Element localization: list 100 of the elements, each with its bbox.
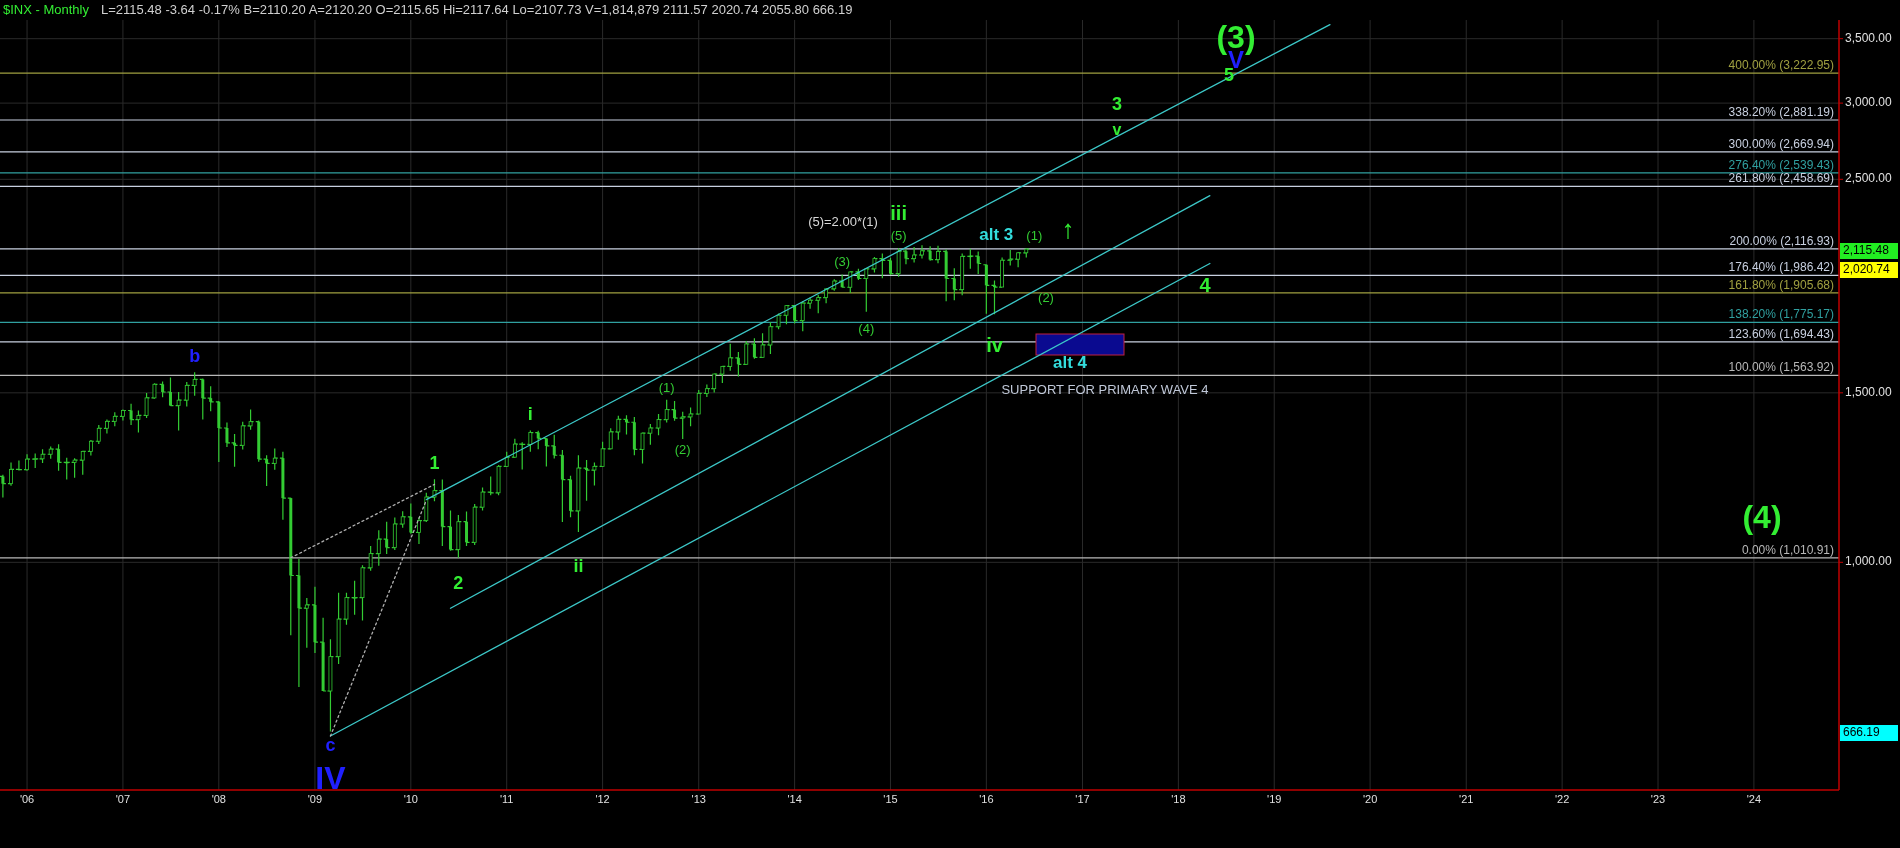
candlestick xyxy=(336,592,341,665)
candlestick xyxy=(640,431,645,464)
text: 666.19 xyxy=(1843,725,1881,740)
candlestick xyxy=(313,586,317,654)
candlestick xyxy=(912,246,917,264)
x-tick-label: '08 xyxy=(211,793,226,805)
candlestick xyxy=(760,332,765,358)
annotation: (5) xyxy=(890,227,907,243)
candlestick xyxy=(896,247,901,278)
x-tick-label: '14 xyxy=(787,793,802,805)
annotation: c xyxy=(325,735,336,756)
candlestick xyxy=(48,445,53,460)
x-tick-label: '19 xyxy=(1267,793,1282,805)
candlestick xyxy=(392,516,397,551)
candlestick xyxy=(664,399,669,424)
ref-line-label: 400.00% (3,222.95) xyxy=(1728,58,1834,73)
x-tick-label: '23 xyxy=(1650,793,1666,805)
x-tick-label: '15 xyxy=(883,793,898,805)
x-tick-label: '12 xyxy=(595,793,610,805)
candlestick xyxy=(344,592,349,626)
ref-line-label: 123.60% (1,694.43) xyxy=(1728,326,1834,341)
candlestick xyxy=(417,516,421,545)
candlestick xyxy=(656,413,661,436)
candlestick xyxy=(944,249,948,302)
candlestick xyxy=(376,529,381,567)
candlestick xyxy=(304,597,309,649)
candlestick xyxy=(712,373,717,394)
candlestick xyxy=(648,423,653,446)
candlestick xyxy=(368,545,373,572)
ref-line-label: 338.20% (2,881.19) xyxy=(1728,105,1834,120)
candlestick xyxy=(800,300,805,332)
candlestick xyxy=(184,381,189,408)
candlestick xyxy=(432,478,437,502)
ref-line-label: 200.00% (2,116.93) xyxy=(1729,233,1834,248)
candlestick xyxy=(328,638,333,733)
annotation: 2 xyxy=(453,573,464,594)
candlestick xyxy=(105,418,109,435)
ref-line-label: 138.20% (1,775.17) xyxy=(1728,307,1834,322)
candlestick xyxy=(904,248,908,265)
annotation: (1) xyxy=(658,379,675,395)
candlestick xyxy=(600,441,605,467)
annotation: alt 4 xyxy=(1052,353,1088,373)
annotation: (2) xyxy=(1038,290,1054,306)
annotation: b xyxy=(189,346,201,367)
candlestick xyxy=(608,427,613,450)
candlestick xyxy=(112,411,117,427)
candlestick xyxy=(936,245,940,264)
x-tick-label: '17 xyxy=(1075,793,1090,805)
candlestick xyxy=(129,403,133,426)
candlestick xyxy=(144,392,149,419)
text: 2,115.48 xyxy=(1843,243,1890,258)
annotation: (4) xyxy=(1742,499,1782,536)
candlestick xyxy=(704,383,709,398)
candlestick xyxy=(696,389,701,415)
candlestick xyxy=(512,438,517,459)
annotation: alt 3 xyxy=(979,225,1014,245)
x-tick-label: '07 xyxy=(115,793,131,805)
candlestick xyxy=(776,313,781,330)
candlestick xyxy=(9,461,13,487)
annotation: iii xyxy=(890,201,907,224)
candlestick xyxy=(409,502,413,535)
x-tick-label: '22 xyxy=(1554,793,1570,805)
x-tick-label: '16 xyxy=(979,793,994,805)
candlestick xyxy=(225,421,229,448)
text: 2,020.74 xyxy=(1843,262,1891,277)
candlestick xyxy=(824,288,829,304)
candlestick xyxy=(480,486,485,512)
candlestick xyxy=(96,424,101,445)
x-tick-label: '06 xyxy=(19,793,35,805)
annotation: i xyxy=(527,404,533,425)
candlestick xyxy=(456,514,461,559)
annotation: (5)=2.00*(1) xyxy=(808,214,878,230)
candlestick xyxy=(720,365,725,384)
candlestick xyxy=(192,371,197,397)
candlestick xyxy=(272,447,277,471)
ref-line-label: 176.40% (1,986.42) xyxy=(1728,260,1834,275)
candlestick xyxy=(360,564,365,622)
x-tick-label: '10 xyxy=(403,793,418,805)
candlestick xyxy=(576,454,581,533)
candlestick xyxy=(281,451,285,521)
candlestick xyxy=(472,503,477,546)
candlestick xyxy=(297,558,301,688)
candlestick xyxy=(40,448,45,464)
candlestick xyxy=(1000,257,1005,288)
ref-line-label: 276.40% (2,539.43) xyxy=(1728,157,1834,172)
ref-line-label: 300.00% (2,669.94) xyxy=(1728,136,1834,151)
candlestick xyxy=(240,421,245,451)
x-tick-label: '11 xyxy=(499,793,514,805)
candlestick xyxy=(928,245,932,262)
candlestick xyxy=(960,252,965,296)
candlestick xyxy=(784,304,789,325)
x-tick-label: '13 xyxy=(691,793,706,805)
candlestick xyxy=(80,450,85,476)
chart-title: $INX - Monthly xyxy=(3,2,90,17)
y-tick-label: 1,500.00 xyxy=(1845,385,1893,400)
candlestick xyxy=(592,461,597,487)
annotation: ↑ xyxy=(1061,213,1075,244)
candlestick xyxy=(728,343,733,372)
candlestick xyxy=(88,439,93,457)
x-tick-label: '09 xyxy=(307,793,323,805)
